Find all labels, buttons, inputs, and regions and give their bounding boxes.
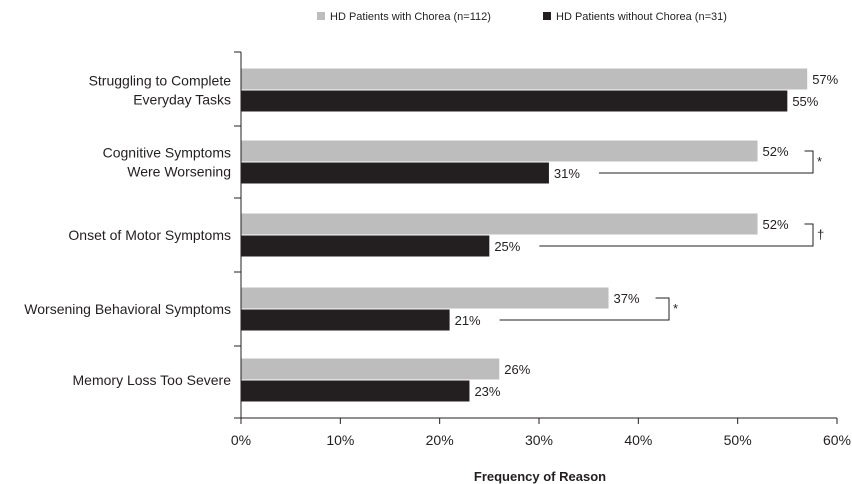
data-label-series-1-category-4: 37% <box>614 291 640 306</box>
category-label-4: Worsening Behavioral Symptoms <box>24 301 231 317</box>
data-label-series-2-category-5: 23% <box>474 384 500 399</box>
legend: HD Patients with Chorea (n=112) HD Patien… <box>317 11 727 23</box>
x-tick-label-7: 60% <box>823 432 851 448</box>
bar-series-2-category-3 <box>241 235 490 257</box>
significance-marker-1: * <box>817 154 822 169</box>
bar-series-1-category-3 <box>241 213 758 235</box>
bar-series-1-category-5 <box>241 358 500 380</box>
data-label-series-2-category-2: 31% <box>554 166 580 181</box>
data-label-series-1-category-5: 26% <box>504 362 530 377</box>
legend-swatch-1 <box>317 12 325 20</box>
x-tick-label-1: 0% <box>231 432 251 448</box>
legend-label-1: HD Patients with Chorea (n=112) <box>330 11 491 23</box>
bar-series-2-category-1 <box>241 90 788 112</box>
data-label-series-2-category-4: 21% <box>455 313 481 328</box>
category-label-1-line-1: Struggling to Complete <box>89 73 232 89</box>
bar-series-2-category-5 <box>241 380 470 402</box>
axes: 0% 10% 20% 30% 40% 50% 60% <box>231 51 851 448</box>
x-tick-label-3: 20% <box>426 432 454 448</box>
significance-brackets: * † * <box>499 150 824 321</box>
data-label-series-1-category-2: 52% <box>763 144 789 159</box>
significance-marker-3: * <box>673 301 678 316</box>
data-label-series-1-category-1: 57% <box>812 72 838 87</box>
bars <box>241 68 808 402</box>
x-axis-label: Frequency of Reason <box>474 469 606 484</box>
x-tick-label-6: 50% <box>724 432 752 448</box>
data-label-series-1-category-3: 52% <box>763 217 789 232</box>
significance-marker-2: † <box>817 227 824 242</box>
significance-bracket-2 <box>539 223 814 247</box>
category-label-1-line-2: Everyday Tasks <box>133 92 231 108</box>
significance-bracket-3 <box>499 297 670 321</box>
category-label-2-line-2: Were Worsening <box>127 164 231 180</box>
category-label-3: Onset of Motor Symptoms <box>68 227 231 243</box>
legend-label-2: HD Patients without Chorea (n=31) <box>556 11 727 23</box>
category-labels: Struggling to Complete Everyday Tasks Cogn… <box>24 73 231 389</box>
data-label-series-2-category-1: 55% <box>792 94 818 109</box>
bar-series-1-category-1 <box>241 68 808 90</box>
bar-series-2-category-4 <box>241 309 450 331</box>
significance-bracket-1 <box>598 150 814 174</box>
category-label-2-line-1: Cognitive Symptoms <box>103 145 231 161</box>
data-labels: 57% 52% 52% 37% 26% 55% 31% 25% 21% 23% <box>455 72 839 399</box>
legend-swatch-2 <box>543 12 551 20</box>
category-label-5: Memory Loss Too Severe <box>73 372 232 388</box>
data-label-series-2-category-3: 25% <box>494 239 520 254</box>
bar-series-1-category-2 <box>241 140 758 162</box>
x-tick-label-4: 30% <box>525 432 553 448</box>
bar-series-2-category-2 <box>241 162 549 184</box>
x-tick-label-5: 40% <box>624 432 652 448</box>
bar-series-1-category-4 <box>241 287 609 309</box>
x-tick-label-2: 10% <box>326 432 354 448</box>
